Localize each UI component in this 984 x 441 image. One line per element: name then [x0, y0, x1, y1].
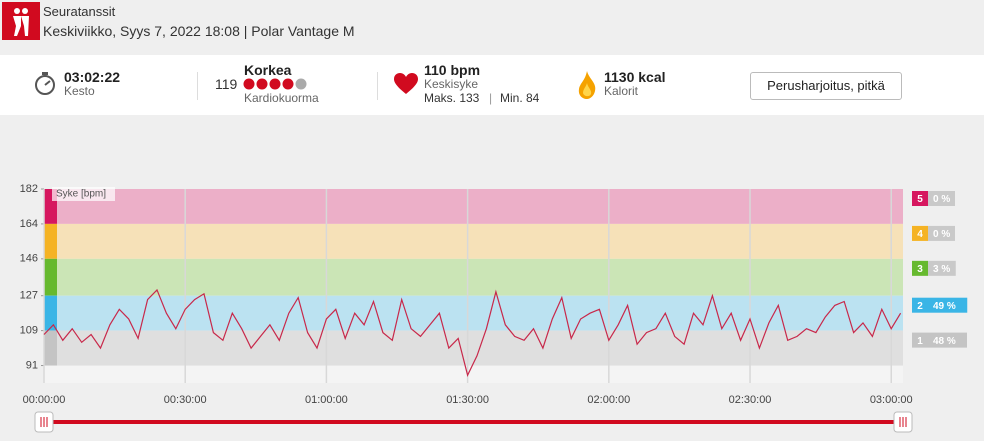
rating-dot [282, 78, 294, 90]
plot-area [44, 189, 903, 383]
zone-share-bar [928, 260, 956, 276]
zone-band [44, 295, 903, 331]
zone-share-label: 48 % [933, 336, 956, 347]
zone-share-bar [928, 225, 955, 241]
zone-strip [44, 223, 57, 259]
zone-share-bar [928, 297, 968, 313]
range-handle[interactable] [893, 411, 913, 433]
zone-strip [44, 295, 57, 331]
zone-name: 3 [917, 264, 923, 275]
y-tick-label: 182 [20, 183, 38, 195]
zone-name: 2 [917, 301, 923, 312]
rating-dot [295, 78, 307, 90]
zone-strip [44, 189, 57, 224]
y-tick-label: 109 [20, 325, 38, 337]
hr-line [43, 288, 902, 377]
zone-band [44, 189, 903, 224]
header: Seuratanssit Keskiviikko, Syys 7, 2022 1… [0, 0, 984, 50]
max-hr: Maks. 133 [424, 91, 480, 105]
zone-band [44, 223, 903, 259]
x-tick-label: 02:00:00 [587, 394, 630, 406]
rating-dot [269, 78, 281, 90]
min-hr: Min. 84 [500, 91, 540, 105]
divider [377, 72, 378, 100]
sport-icon [2, 2, 40, 40]
zone-strip [44, 330, 57, 366]
zone-band [44, 258, 903, 296]
y-tick-label: 91 [26, 359, 38, 371]
x-tick-label: 02:30:00 [729, 394, 772, 406]
y-tick-label: 146 [20, 253, 38, 265]
calories-label: Kalorit [604, 84, 639, 98]
duration-value: 03:02:22 [64, 69, 121, 85]
avg-hr-value: 110 bpm [424, 62, 481, 78]
training-type-button[interactable]: Perusharjoitus, pitkä [750, 72, 902, 100]
zone-share-label: 49 % [933, 301, 956, 312]
y-tick-label: 164 [20, 218, 38, 230]
zone-name: 1 [917, 336, 923, 347]
summary-bar: 03:02:22 Kesto 119 Korkea Kardiokuorma 1… [0, 55, 984, 115]
zone-name-box [912, 297, 928, 313]
x-tick-label: 01:00:00 [305, 394, 348, 406]
x-tick-label: 03:00:00 [870, 394, 913, 406]
zone-share-bar [928, 332, 967, 348]
zone-name-box [912, 191, 928, 206]
cardio-load-value: 119 [215, 76, 238, 92]
zone-share-label: 0 % [933, 194, 950, 205]
zone-name-box [912, 332, 928, 348]
range-handle[interactable] [34, 411, 54, 433]
divider [197, 72, 198, 100]
zone-share-label: 3 % [933, 264, 950, 275]
avg-hr-label: Keskisyke [424, 77, 479, 91]
rating-dot [243, 78, 255, 90]
duration-label: Kesto [64, 84, 95, 98]
session-subtitle: Keskiviikko, Syys 7, 2022 18:08 | Polar … [43, 23, 355, 39]
x-tick-label: 00:00:00 [23, 394, 66, 406]
cardio-load-label: Kardiokuorma [244, 91, 319, 105]
zone-share-label: 0 % [933, 229, 950, 240]
zone-name: 5 [917, 194, 923, 205]
sport-title: Seuratanssit [43, 4, 116, 19]
x-tick-label: 01:30:00 [446, 394, 489, 406]
x-tick-label: 00:30:00 [164, 394, 207, 406]
zone-strip [44, 258, 57, 296]
separator: | [489, 91, 493, 105]
zone-share-bar [928, 191, 955, 206]
cardio-load-level: Korkea [244, 62, 292, 78]
flame-icon [578, 71, 596, 99]
zone-band [44, 330, 903, 366]
zone-name: 4 [917, 229, 923, 240]
y-tick-label: 127 [20, 290, 38, 302]
calories-value: 1130 kcal [604, 69, 666, 85]
y-label-box [52, 187, 115, 201]
cardio-load-rating [243, 78, 307, 90]
y-axis-label: Syke [bpm] [56, 189, 106, 200]
zone-name-box [912, 260, 928, 276]
rating-dot [256, 78, 268, 90]
heart-icon [394, 73, 418, 94]
stopwatch-icon [35, 72, 55, 95]
zone-name-box [912, 225, 928, 241]
